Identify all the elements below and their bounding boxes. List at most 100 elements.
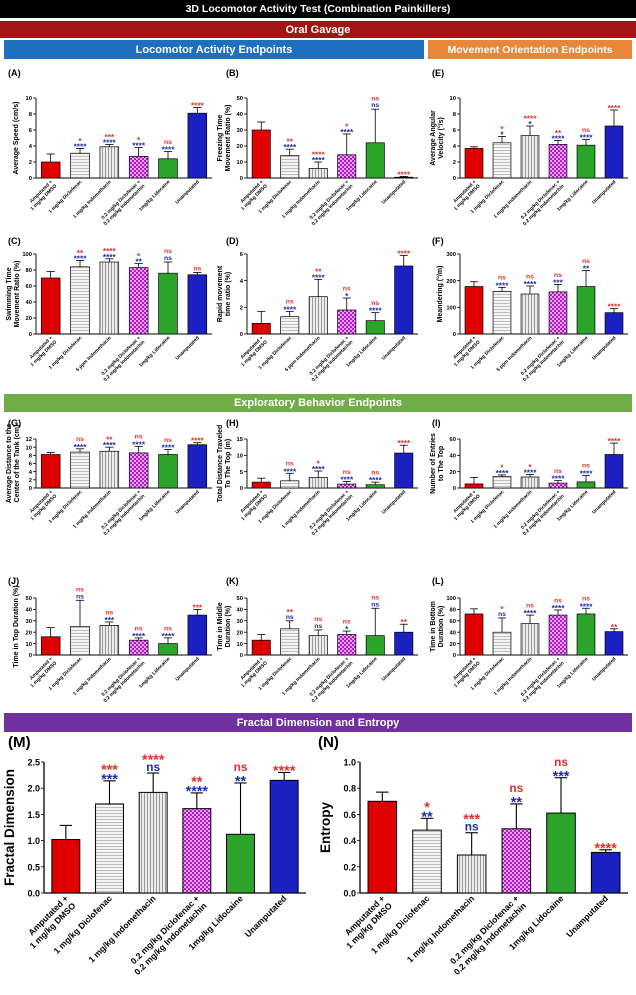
significance-label: ns xyxy=(582,258,590,265)
charts-group: (A)Average Speed (cm/s)0246810Amputated … xyxy=(2,68,628,977)
chart-c: (C) Swimming Time Movement Ratio (%) 0 20 40 6… xyxy=(6,236,212,383)
significance-label: **** xyxy=(369,307,383,316)
bar xyxy=(456,854,487,894)
bar xyxy=(158,158,178,179)
significance-label: ns xyxy=(286,614,294,621)
bar xyxy=(464,286,484,335)
significance-label: **** xyxy=(74,254,88,263)
chart-e: (E)Average Angular Velocity (°/s)0246810A… xyxy=(430,68,628,227)
significance-label: **** xyxy=(74,443,88,452)
bar xyxy=(251,639,271,656)
y-tick-label: 40 xyxy=(450,454,456,460)
bar xyxy=(604,312,624,335)
y-tick-label: 4 xyxy=(29,144,33,150)
category-label: 0.2 mg/kg Indometachin xyxy=(103,493,147,537)
panel-letter: (K) xyxy=(226,576,239,586)
bar xyxy=(548,614,568,656)
significance-label: **** xyxy=(132,632,146,641)
bar xyxy=(548,291,568,335)
significance-label: ns xyxy=(164,625,172,632)
bar xyxy=(492,476,512,489)
category-label: 1mg/kg Lidocaine xyxy=(138,179,172,213)
category-label: Unamputated xyxy=(591,656,617,682)
significance-label: ns xyxy=(314,623,322,630)
bar xyxy=(520,135,540,179)
bar xyxy=(70,152,90,179)
y-axis-title: Meandering (°/m) xyxy=(436,266,444,323)
category-label: 1mg/kg Lidocaine xyxy=(138,656,172,690)
significance-label: ns xyxy=(498,611,506,618)
section-exploratory-banner: Exploratory Behavior Endpoints xyxy=(4,394,632,412)
y-axis-title: Movement Ratio (%) xyxy=(225,105,232,172)
significance-label: **** xyxy=(552,604,566,613)
bar xyxy=(367,800,398,894)
significance-label: * xyxy=(500,130,504,139)
bar xyxy=(394,631,414,656)
y-tick-label: 40 xyxy=(237,112,243,118)
y-tick-label: 0 xyxy=(29,653,32,659)
y-tick-label: 200 xyxy=(446,279,456,285)
y-tick-label: 10 xyxy=(26,96,32,102)
category-label: Unamputated xyxy=(381,179,407,205)
chart-g: (G)Average Distance to the Center of the … xyxy=(6,418,212,537)
bar xyxy=(280,316,300,335)
panel-letter: (G) xyxy=(8,418,21,428)
significance-label: **** xyxy=(580,602,594,611)
y-tick-label: 5 xyxy=(240,470,244,476)
bar xyxy=(464,613,484,656)
y-axis-title: Time in Middle xyxy=(217,602,224,651)
significance-label: ns xyxy=(371,95,379,102)
significance-label: ns xyxy=(554,272,562,279)
y-tick-label: 2.5 xyxy=(27,758,40,768)
bar xyxy=(548,482,568,489)
bar xyxy=(251,322,271,335)
significance-label: ** xyxy=(421,810,433,826)
significance-label: **** xyxy=(524,609,538,618)
bar xyxy=(182,808,212,894)
bar xyxy=(40,277,61,335)
significance-label: **** xyxy=(283,467,297,476)
y-tick-label: 30 xyxy=(237,128,243,134)
y-tick-label: 6 xyxy=(29,128,33,134)
bar xyxy=(280,628,300,656)
y-tick-label: 0.8 xyxy=(343,784,356,794)
y-tick-label: 2 xyxy=(29,478,32,484)
y-axis-title: time ratio (%) xyxy=(225,272,232,316)
significance-label: ns xyxy=(343,469,351,476)
significance-label: *** xyxy=(553,278,563,287)
significance-label: ns xyxy=(76,586,84,593)
bar xyxy=(394,265,414,335)
significance-label: ns xyxy=(554,597,562,604)
significance-label: **** xyxy=(608,437,622,446)
category-label: Unamputated xyxy=(591,179,617,205)
significance-label: * xyxy=(500,605,504,614)
category-label: 0.2 mg/kg Indometachin xyxy=(522,339,566,383)
category-label: Unamputated xyxy=(381,489,407,515)
y-tick-label: 4 xyxy=(29,470,33,476)
bar xyxy=(70,451,90,489)
y-tick-label: 100 xyxy=(22,252,32,258)
bar xyxy=(226,833,255,894)
category-label: 0.2 mg/kg Indometachin xyxy=(103,660,147,704)
chart-h: (H)Total Distance Traveled To The Top (m)… xyxy=(217,418,418,537)
y-axis-title: Swimming Time xyxy=(6,267,13,320)
y-tick-label: 40 xyxy=(450,630,456,636)
bar xyxy=(308,296,328,335)
significance-label: ns xyxy=(371,300,379,307)
y-axis-title: Time in Top Duration (%) xyxy=(13,585,20,667)
y-tick-label: 10 xyxy=(26,445,32,451)
significance-label: ** xyxy=(611,623,618,632)
bar xyxy=(365,320,385,335)
significance-label: ns xyxy=(582,463,590,470)
y-tick-label: 0.2 xyxy=(343,862,356,872)
y-tick-label: 20 xyxy=(450,642,456,648)
y-tick-label: 0.6 xyxy=(343,810,356,820)
significance-label: ** xyxy=(287,138,294,147)
y-axis-title: Center of the Tank (cm) xyxy=(14,425,21,503)
significance-label: **** xyxy=(186,784,209,800)
significance-label: ns xyxy=(76,593,84,600)
significance-label: **** xyxy=(191,437,205,446)
y-tick-label: 2.0 xyxy=(27,784,40,794)
panel-letter: (B) xyxy=(226,68,239,78)
bar xyxy=(576,286,596,335)
